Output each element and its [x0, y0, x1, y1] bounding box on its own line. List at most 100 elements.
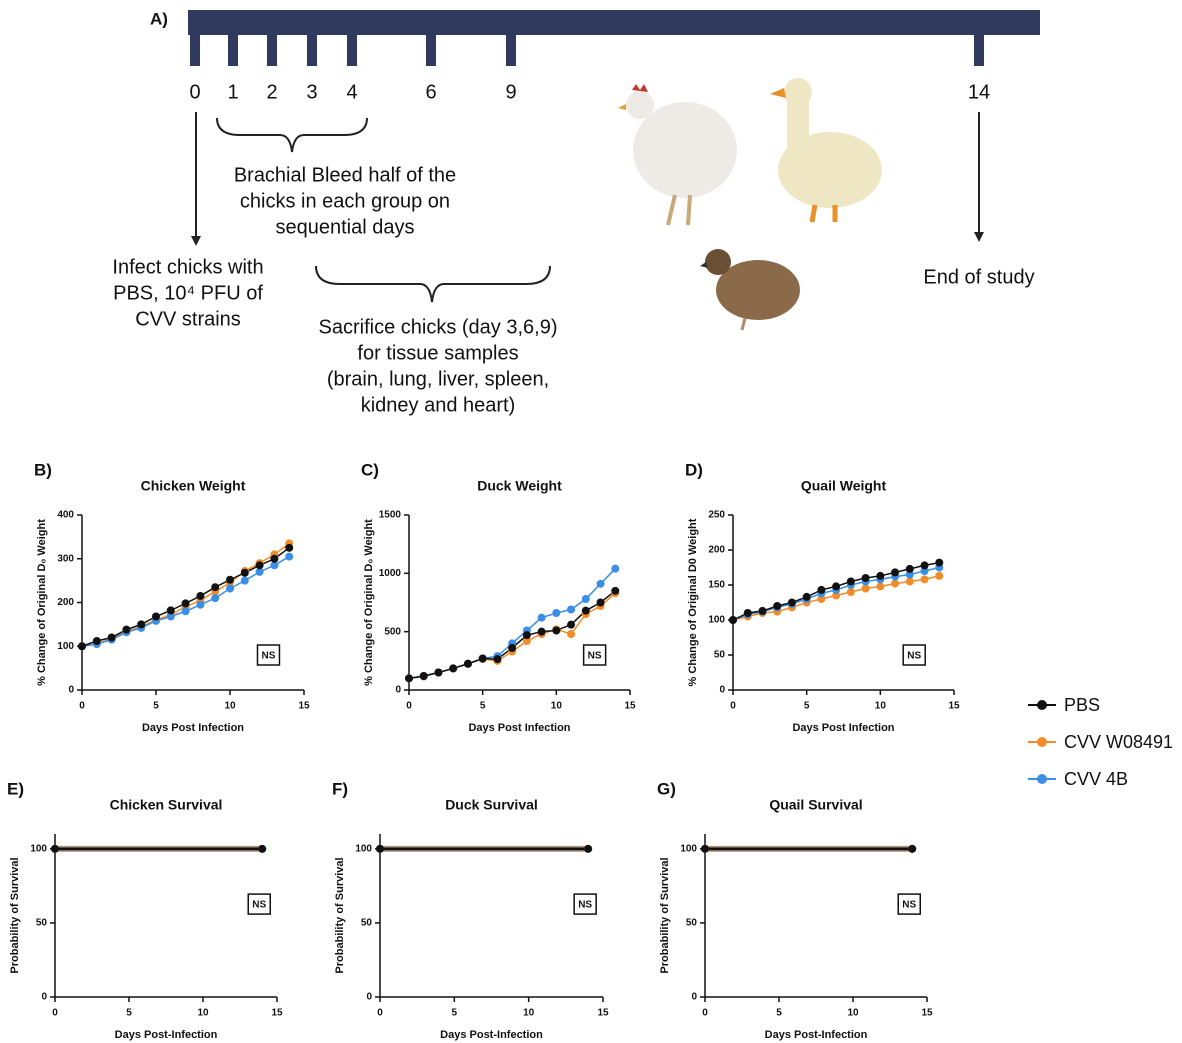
data-point: [876, 572, 884, 580]
panel-label: A): [150, 9, 168, 28]
duck-icon: [770, 78, 882, 222]
note: (brain, lung, liver, spleen,: [327, 368, 549, 390]
legend-marker: [1037, 774, 1047, 784]
data-point: [908, 845, 916, 853]
figure: A) 012346914 Brachial Bleed half of the …: [0, 0, 1182, 1043]
data-point: [122, 626, 130, 634]
timeline-tick: [228, 33, 238, 66]
timeline-day: 9: [505, 81, 516, 103]
x-axis-label: Days Post-Infection: [440, 1029, 543, 1041]
x-tick-label: 10: [847, 1008, 859, 1019]
data-point: [552, 627, 560, 635]
data-point: [241, 569, 249, 577]
y-tick-label: 50: [714, 650, 726, 661]
legend-label: PBS: [1064, 695, 1100, 715]
data-point: [196, 592, 204, 600]
data-point: [584, 845, 592, 853]
chart-title: Quail Weight: [801, 478, 887, 494]
timeline-tick: [307, 33, 317, 66]
data-point: [226, 576, 234, 584]
data-point: [862, 585, 870, 593]
series-line: [82, 543, 289, 646]
x-axis-label: Days Post-Infection: [115, 1029, 218, 1041]
data-point: [582, 607, 590, 615]
data-point: [479, 655, 487, 663]
data-point: [891, 580, 899, 588]
data-point: [51, 845, 59, 853]
note: kidney and heart): [361, 394, 516, 416]
timeline-bar: [188, 10, 1040, 35]
data-point: [523, 631, 531, 639]
y-tick-label: 50: [36, 918, 48, 929]
data-point: [182, 607, 190, 615]
y-tick-label: 0: [719, 685, 725, 696]
x-tick-label: 10: [523, 1008, 535, 1019]
x-axis-label: Days Post Infection: [468, 722, 570, 734]
y-tick-label: 100: [680, 843, 697, 854]
data-point: [538, 628, 546, 636]
data-point: [493, 655, 501, 663]
chart-title: Quail Survival: [769, 797, 862, 813]
timeline-day: 3: [306, 81, 317, 103]
x-tick-label: 5: [153, 701, 159, 712]
y-axis-label: % Change of Original D₀ Weight: [363, 519, 375, 686]
y-tick-label: 300: [57, 553, 74, 564]
note: CVV strains: [135, 308, 241, 330]
x-tick-label: 10: [197, 1008, 209, 1019]
y-tick-label: 0: [395, 685, 401, 696]
note: PBS, 10⁴ PFU of: [113, 282, 263, 304]
panel-label: B): [34, 460, 52, 479]
data-point: [270, 555, 278, 563]
data-point: [935, 572, 943, 580]
timeline-tick: [267, 33, 277, 66]
note: Sacrifice chicks (day 3,6,9): [319, 316, 558, 338]
timeline-tick: [974, 33, 984, 66]
x-axis-label: Days Post Infection: [142, 722, 244, 734]
arrow-head: [974, 232, 984, 242]
data-point: [420, 672, 428, 680]
annotation: NS: [902, 900, 916, 911]
y-axis-label: % Change of Original D₀ Weight: [36, 519, 48, 686]
data-point: [78, 642, 86, 650]
annotation: NS: [578, 900, 592, 911]
x-tick-label: 0: [406, 701, 412, 712]
x-tick-label: 5: [804, 701, 810, 712]
note: sequential days: [276, 216, 415, 238]
data-point: [847, 578, 855, 586]
timeline-tick: [347, 33, 357, 66]
data-point: [508, 644, 516, 652]
data-point: [241, 577, 249, 585]
note: Brachial Bleed half of the: [234, 164, 456, 186]
annotation: NS: [262, 651, 276, 662]
legend-marker: [1037, 737, 1047, 747]
annotation: NS: [588, 651, 602, 662]
y-tick-label: 0: [691, 992, 697, 1003]
y-tick-label: 200: [708, 545, 725, 556]
y-tick-label: 100: [355, 843, 372, 854]
y-tick-label: 500: [384, 626, 401, 637]
data-point: [567, 630, 575, 638]
legend-marker: [1037, 700, 1047, 710]
data-point: [211, 583, 219, 591]
x-tick-label: 5: [776, 1008, 782, 1019]
timeline-day: 2: [266, 81, 277, 103]
data-point: [597, 599, 605, 607]
x-tick-label: 15: [597, 1008, 609, 1019]
data-point: [847, 588, 855, 596]
y-axis-label: % Change of Original D0 Weight: [687, 518, 699, 686]
data-point: [935, 559, 943, 567]
x-tick-label: 10: [875, 701, 887, 712]
data-point: [817, 586, 825, 594]
data-point: [285, 553, 293, 561]
x-tick-label: 5: [452, 1008, 458, 1019]
timeline-tick: [190, 33, 200, 66]
y-tick-label: 50: [361, 918, 373, 929]
data-point: [906, 578, 914, 586]
x-tick-label: 0: [52, 1008, 58, 1019]
y-tick-label: 400: [57, 510, 74, 521]
y-axis-label: Probability of Survival: [9, 857, 21, 973]
data-point: [862, 574, 870, 582]
x-tick-label: 15: [271, 1008, 283, 1019]
